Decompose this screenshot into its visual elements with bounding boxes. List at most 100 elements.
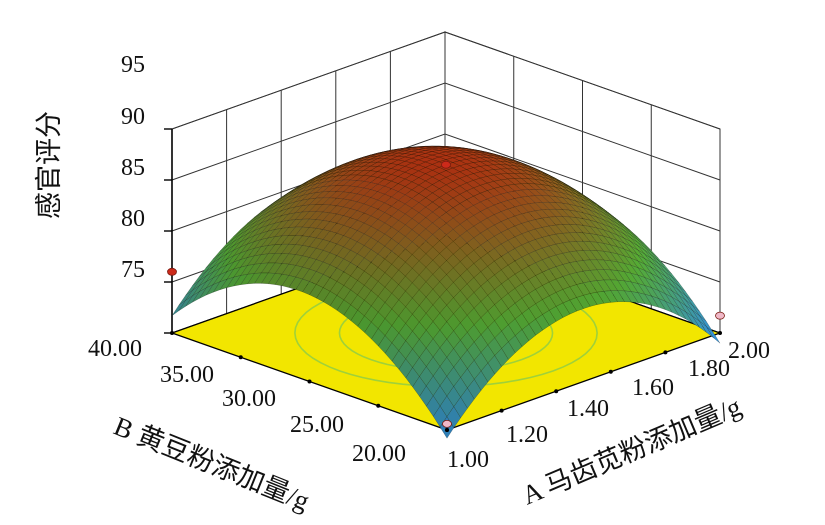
surface-cell — [493, 160, 508, 166]
z-tick-label: 75 — [121, 257, 145, 283]
surface-cell — [370, 151, 385, 156]
x-tick — [608, 369, 613, 374]
y-tick-label: 25.00 — [290, 412, 344, 438]
z-tick-label: 80 — [121, 206, 145, 232]
surface-cell — [473, 150, 487, 154]
surface-cell — [288, 186, 303, 196]
surface-cell — [343, 289, 358, 306]
surface-cell — [473, 152, 487, 156]
surface-cell — [513, 173, 529, 179]
surface-cell — [534, 217, 550, 228]
surface-cell — [575, 210, 591, 221]
surface-cell — [548, 195, 564, 204]
surface-cell — [219, 255, 234, 269]
surface-cell — [452, 146, 467, 149]
surface-cell — [685, 305, 700, 322]
surface-cell — [438, 145, 453, 148]
design-point — [442, 419, 452, 428]
surface-cell — [342, 185, 358, 193]
x-axis-title: A 马齿苋粉添加量/g — [518, 391, 746, 510]
surface-cell — [582, 281, 598, 294]
surface-cell — [610, 290, 625, 303]
surface-cell — [329, 164, 344, 171]
z-tick-label: 95 — [121, 52, 145, 78]
y-tick-labels: 20.00 25.00 30.00 35.00 40.00 — [88, 336, 406, 467]
surface-cell — [582, 270, 598, 282]
surface-cell — [336, 167, 351, 174]
surface-cell — [445, 146, 460, 148]
surface-cell — [527, 202, 543, 212]
surface-cell — [288, 244, 303, 255]
surface-cell — [479, 152, 494, 156]
surface-cell — [596, 259, 612, 271]
surface-cell — [480, 362, 496, 383]
surface-cell — [445, 150, 460, 155]
surface-cell — [383, 163, 399, 169]
surface-cell — [459, 152, 474, 156]
surface-cell — [274, 199, 289, 210]
surface-cell — [589, 205, 604, 217]
surface-cell — [651, 295, 666, 311]
surface-cell — [575, 217, 591, 227]
y-tick — [307, 379, 312, 384]
y-tick — [170, 331, 174, 335]
surface-cell — [547, 190, 564, 199]
surface-cell — [370, 171, 386, 178]
surface-cell — [226, 252, 242, 266]
x-tick-label: 2.00 — [728, 338, 770, 364]
surface-cell — [452, 247, 468, 262]
surface-cell — [384, 292, 400, 310]
surface-cell — [336, 164, 351, 171]
surface-cell — [644, 246, 659, 261]
surface-cell — [363, 262, 379, 277]
surface-cell — [507, 164, 522, 171]
surface-cell — [685, 300, 700, 316]
surface-cell — [527, 189, 543, 196]
surface-cell — [527, 183, 543, 190]
surface-cell — [658, 266, 673, 282]
y-tick — [376, 403, 381, 408]
surface-cell — [479, 150, 494, 155]
surface-cell — [453, 396, 468, 419]
surface-cell — [322, 252, 338, 266]
surface-cell — [398, 322, 413, 342]
y-tick-label: 20.00 — [352, 441, 406, 467]
surface-cell — [589, 209, 604, 221]
surface-cell — [493, 232, 509, 245]
x-tick — [499, 408, 504, 413]
x-tick — [718, 331, 722, 335]
surface-cell — [308, 219, 324, 229]
z-tick-label: 85 — [121, 155, 145, 181]
design-point — [441, 160, 451, 169]
surface-cell — [397, 203, 413, 215]
z-gridline — [171, 31, 721, 130]
z-tick-labels: 75 80 85 90 95 — [121, 52, 145, 283]
surface-cell — [528, 318, 543, 336]
surface-cell — [473, 232, 488, 246]
surface-cell — [699, 321, 714, 338]
surface-cell — [343, 275, 358, 291]
y-axis-title: B 黄豆粉添加量/g — [110, 411, 314, 517]
y-tick — [238, 355, 243, 360]
surface-cell — [411, 247, 427, 262]
surface-cell — [370, 253, 386, 268]
surface-cell — [480, 327, 496, 346]
surface-cell — [253, 262, 269, 274]
surface-cell — [500, 173, 516, 180]
surface-cell — [542, 295, 557, 311]
surface-cell — [411, 145, 426, 148]
surface-cell — [356, 158, 371, 164]
surface-cell — [363, 170, 379, 177]
surface-cell — [398, 275, 413, 292]
surface-cell — [287, 205, 303, 215]
surface-cell — [233, 226, 248, 240]
surface-cell — [644, 276, 660, 292]
x-tick-label: 1.00 — [447, 447, 489, 473]
surface-cell — [623, 230, 638, 243]
design-point — [167, 267, 177, 276]
surface-cell — [446, 348, 461, 368]
surface-cell — [610, 216, 625, 229]
surface-cell — [643, 269, 660, 285]
surface-cell — [315, 177, 330, 185]
surface-cell — [555, 233, 570, 244]
